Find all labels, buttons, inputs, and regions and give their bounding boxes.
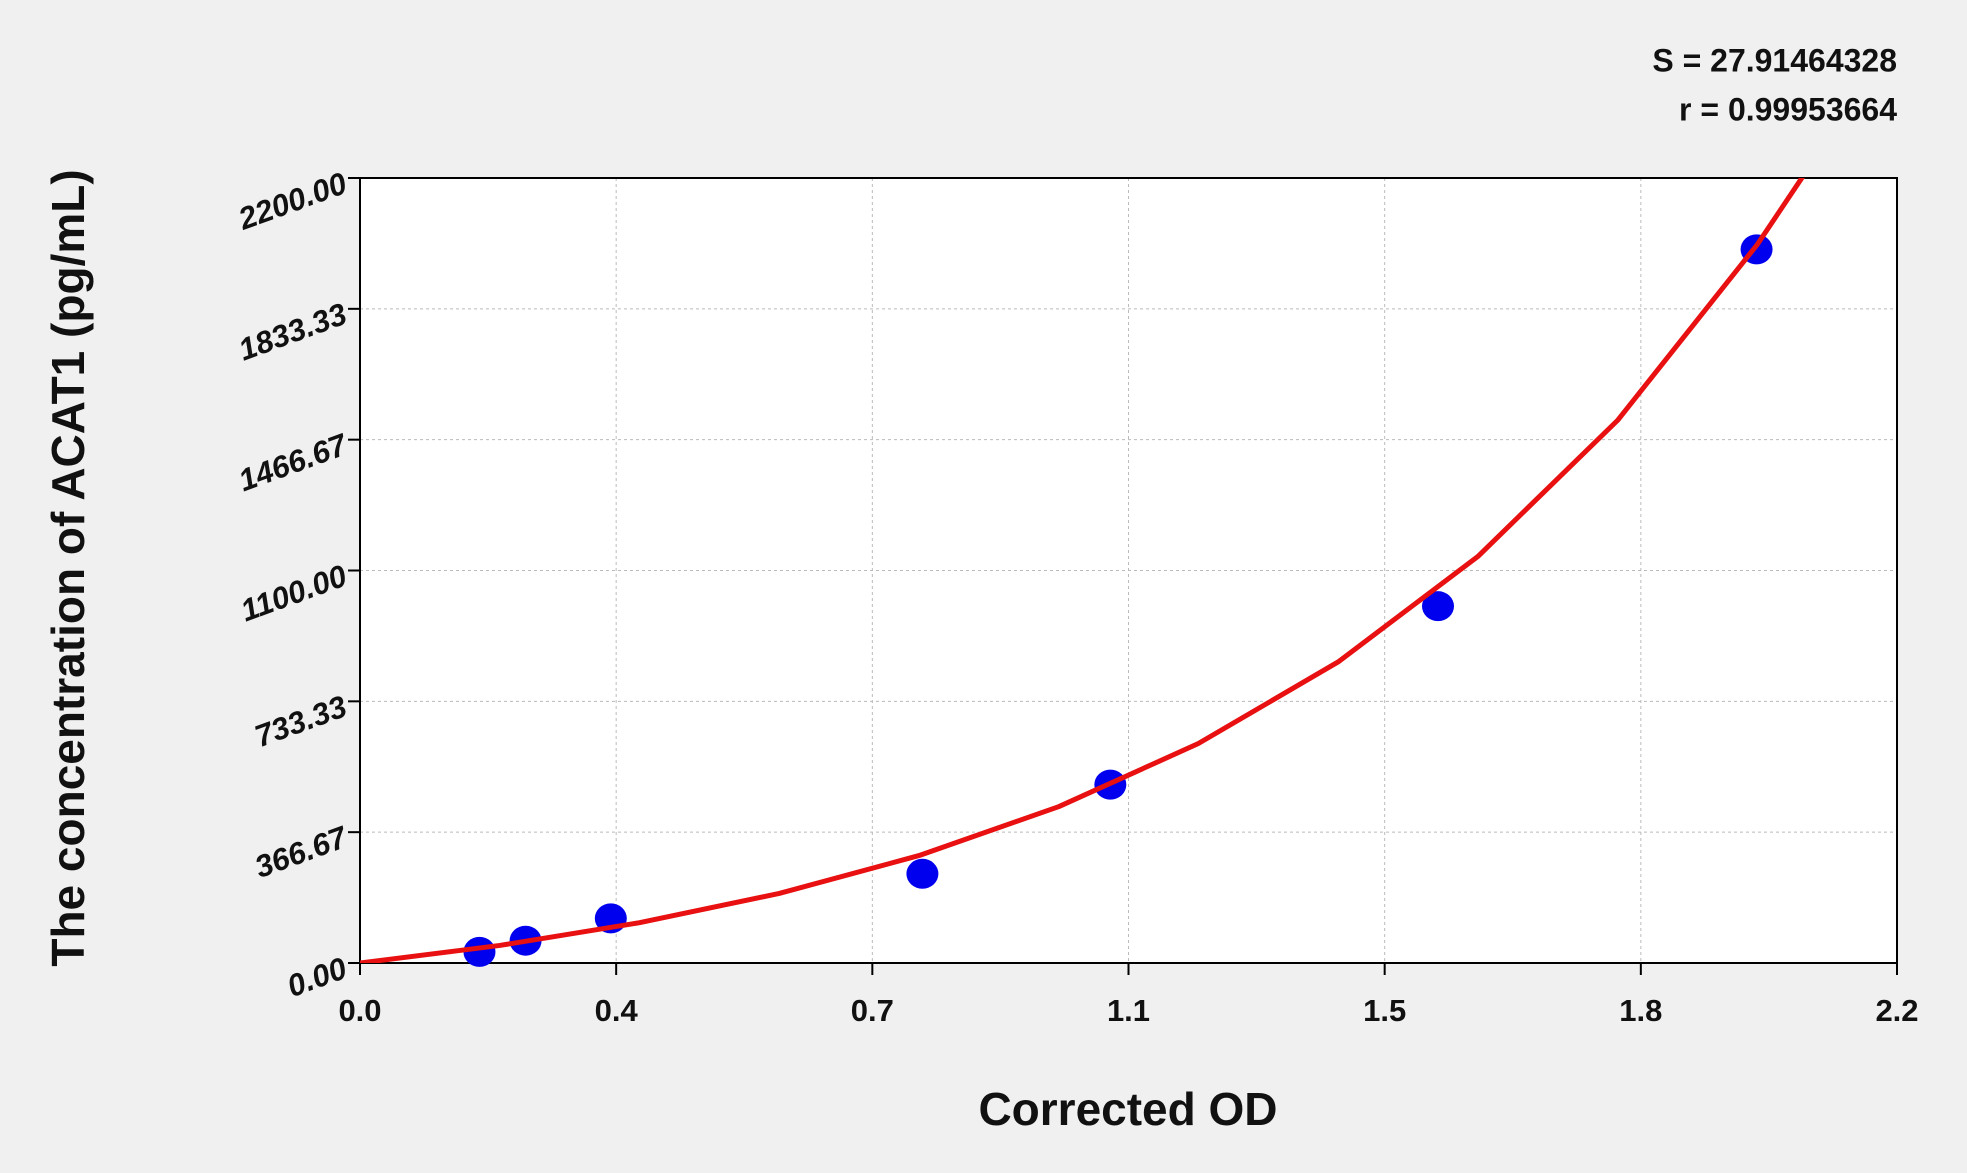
y-axis-title: The concentration of ACAT1 (pg/mL): [42, 169, 94, 966]
fit-curve: [360, 178, 1805, 963]
annotation: r = 0.99953664: [1679, 91, 1897, 127]
x-tick-label: 1.8: [1619, 993, 1662, 1028]
annotation: S = 27.91464328: [1652, 42, 1897, 78]
x-tick-label: 1.5: [1363, 993, 1406, 1028]
x-tick-label: 1.1: [1107, 993, 1150, 1028]
data-point: [906, 858, 939, 889]
x-tick-label: 0.0: [338, 993, 381, 1028]
data-point: [463, 936, 496, 967]
data-point: [1421, 591, 1454, 622]
x-tick-label: 0.4: [595, 993, 639, 1028]
x-axis-title: Corrected OD: [978, 1083, 1277, 1135]
x-tick-label: 2.2: [1875, 993, 1918, 1028]
x-tick-label: 0.7: [851, 993, 894, 1028]
